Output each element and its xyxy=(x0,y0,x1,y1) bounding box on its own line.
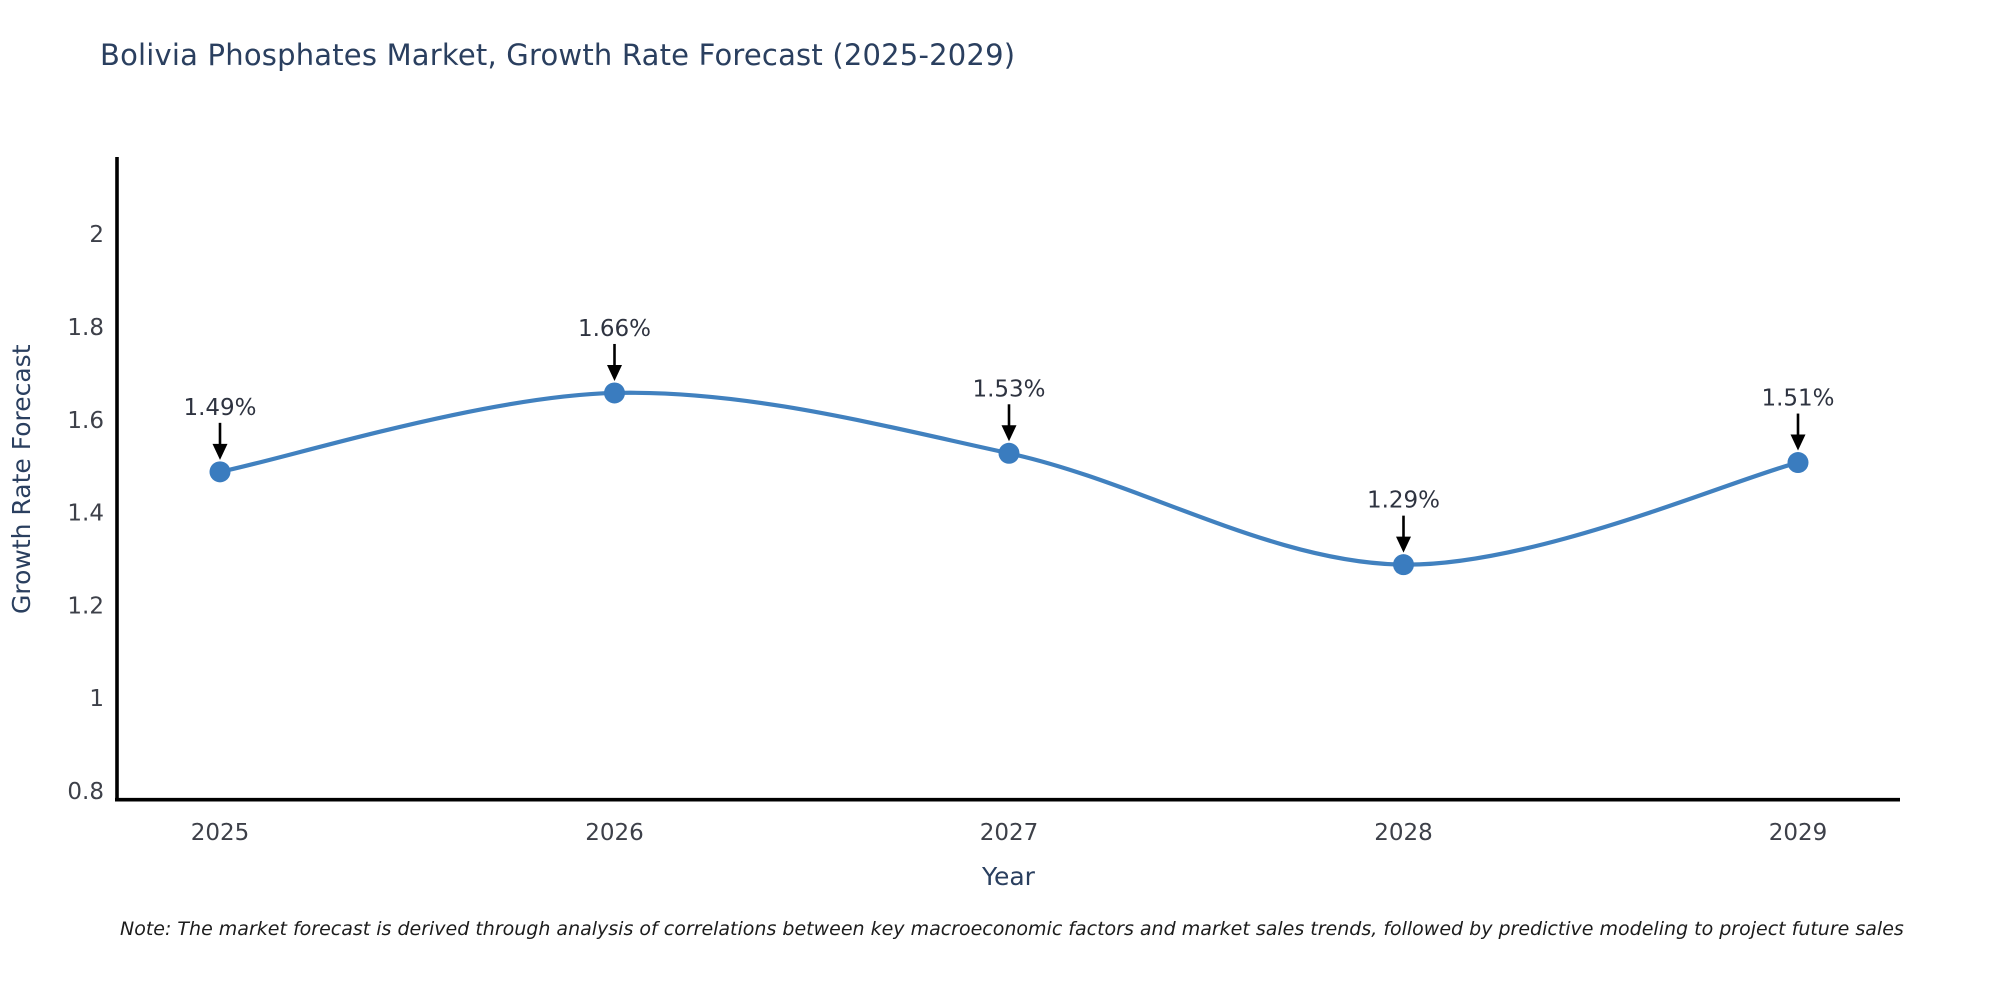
annotation-arrowhead xyxy=(1396,536,1411,553)
annotation-arrowhead xyxy=(212,443,228,460)
data-point-marker xyxy=(604,382,625,404)
annotation-label: 1.29% xyxy=(1367,488,1440,514)
y-tick-label: 1.4 xyxy=(67,501,104,527)
annotation-label: 1.53% xyxy=(972,376,1045,402)
y-tick-label: 0.8 xyxy=(67,779,104,805)
y-tick-label: 1 xyxy=(89,686,104,712)
y-tick-label: 2 xyxy=(89,222,104,248)
x-tick-label: 2027 xyxy=(980,820,1039,846)
annotation-label: 1.51% xyxy=(1761,386,1834,412)
x-axis-title: Year xyxy=(981,862,1036,891)
annotation-label: 1.49% xyxy=(183,395,256,421)
x-tick-label: 2025 xyxy=(191,820,250,846)
annotation-arrowhead xyxy=(1001,425,1017,442)
x-tick-label: 2026 xyxy=(585,820,644,846)
data-point-marker xyxy=(1393,554,1414,576)
data-point-marker xyxy=(998,442,1020,464)
data-point-marker xyxy=(209,461,231,483)
data-point-marker xyxy=(1787,452,1809,474)
x-tick-label: 2028 xyxy=(1374,820,1433,846)
y-axis-title: Growth Rate Forecast xyxy=(7,344,36,614)
y-tick-label: 1.2 xyxy=(67,593,104,619)
annotation-arrowhead xyxy=(1790,434,1806,451)
forecast-methodology-note: Note: The market forecast is derived thr… xyxy=(120,918,1904,940)
y-tick-label: 1.8 xyxy=(67,315,104,341)
chart-title: Bolivia Phosphates Market, Growth Rate F… xyxy=(100,38,1016,72)
annotation-label: 1.66% xyxy=(578,316,651,342)
x-tick-label: 2029 xyxy=(1769,820,1828,846)
annotation-arrowhead xyxy=(607,364,622,381)
y-tick-label: 1.6 xyxy=(67,408,104,434)
